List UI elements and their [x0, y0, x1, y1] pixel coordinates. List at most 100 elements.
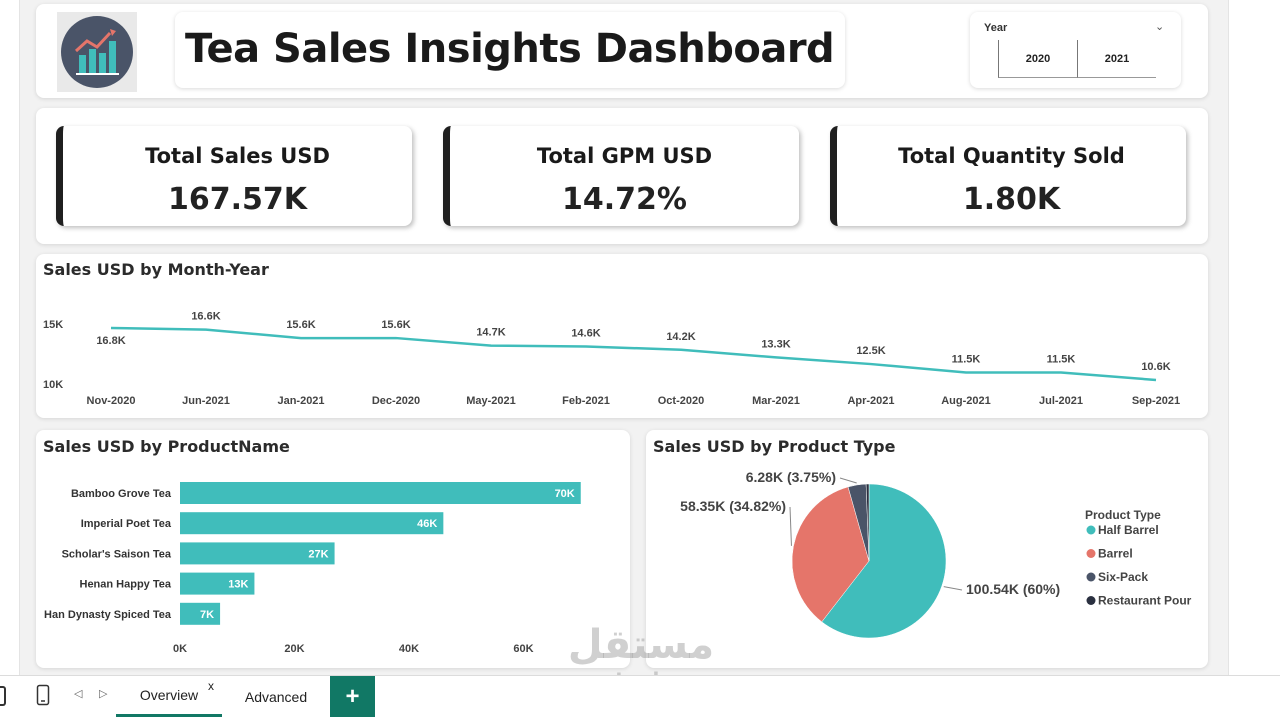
close-icon[interactable]: x	[208, 679, 214, 693]
pie-chart: 100.54K (60%) 58.35K (34.82%) 6.28K (3.75%…	[680, 469, 1192, 639]
pie-slice[interactable]	[821, 483, 947, 639]
data-label: 13.3K	[761, 338, 790, 350]
slicer-title: Year	[984, 22, 1008, 34]
kpi-card-total-gpm: Total GPM USD 14.72%	[443, 126, 799, 226]
pie-chart-title: Sales USD by Product Type	[653, 437, 896, 456]
category-label: Henan Happy Tea	[80, 579, 172, 591]
data-label: 7K	[200, 609, 214, 621]
x-tick-label: Oct-2020	[658, 395, 704, 407]
kpi-value: 14.72%	[562, 182, 687, 217]
bar[interactable]	[180, 482, 581, 504]
y-tick-label: 10K	[43, 379, 63, 391]
data-label: 16.8K	[96, 335, 125, 347]
line-series	[110, 326, 1157, 382]
data-label: 13K	[228, 579, 248, 591]
tab-label: Advanced	[244, 688, 308, 705]
desktop-view-icon[interactable]	[0, 686, 6, 706]
bar[interactable]	[180, 602, 221, 625]
x-tick-label: Nov-2020	[87, 395, 136, 407]
tab-label: Overview	[139, 687, 199, 703]
legend-item[interactable]: Half Barrel	[1098, 523, 1159, 537]
x-tick-label: Jan-2021	[277, 395, 324, 407]
data-label: 11.5K	[952, 353, 981, 365]
kpi-label: Total Sales USD	[145, 144, 330, 168]
x-tick-label: Feb-2021	[562, 395, 610, 407]
kpi-card-total-sales: Total Sales USD 167.57K	[56, 126, 412, 226]
bar-chart-growth-icon	[61, 16, 133, 88]
x-tick-label: Aug-2021	[941, 395, 991, 407]
data-label: 15.6K	[286, 319, 315, 331]
add-page-button[interactable]: +	[330, 676, 375, 717]
legend-item[interactable]: Six-Pack	[1098, 570, 1148, 584]
title-box: Tea Sales Insights Dashboard	[175, 12, 845, 88]
page-title: Tea Sales Insights Dashboard	[185, 26, 835, 72]
bar[interactable]	[180, 512, 444, 535]
y-tick-label: 15K	[43, 319, 63, 331]
right-pane	[1228, 0, 1280, 675]
category-label: Bamboo Grove Tea	[71, 488, 172, 500]
data-label: 14.6K	[571, 327, 600, 339]
kpi-card-total-quantity: Total Quantity Sold 1.80K	[830, 126, 1186, 226]
x-tick-label: Jul-2021	[1039, 395, 1083, 407]
chevron-left-icon[interactable]: ◁	[74, 688, 83, 700]
legend-marker	[1086, 596, 1096, 605]
legend-title: Product Type	[1085, 508, 1161, 522]
x-tick-label: 60K	[513, 643, 533, 655]
leader-line	[789, 506, 792, 546]
data-label: 6.28K (3.75%)	[746, 469, 836, 485]
kpi-value: 1.80K	[962, 182, 1061, 217]
category-label: Scholar's Saison Tea	[62, 548, 172, 560]
data-label: 46K	[417, 518, 437, 530]
category-label: Imperial Poet Tea	[81, 518, 172, 530]
pie-slice[interactable]	[865, 483, 870, 562]
chevron-right-icon[interactable]: ▷	[99, 688, 108, 700]
year-slicer[interactable]: Year ⌄ 2020 2021	[970, 12, 1181, 88]
data-label: 14.2K	[666, 331, 695, 343]
kpi-label: Total Quantity Sold	[898, 144, 1125, 168]
legend-item[interactable]: Barrel	[1098, 547, 1133, 561]
mobile-view-icon[interactable]	[36, 684, 50, 706]
logo	[57, 12, 137, 92]
tab-advanced[interactable]: Advanced	[222, 676, 330, 717]
line-chart-title: Sales USD by Month-Year	[43, 260, 269, 279]
line-chart-card[interactable]	[36, 254, 1208, 418]
x-tick-label: May-2021	[466, 395, 516, 407]
legend-marker	[1086, 525, 1096, 535]
x-tick-label: Apr-2021	[847, 395, 894, 407]
data-label: 11.5K	[1047, 353, 1076, 365]
x-tick-label: Dec-2020	[372, 395, 420, 407]
kpi-label: Total GPM USD	[536, 144, 713, 168]
x-tick-label: Sep-2021	[1132, 395, 1180, 407]
bar[interactable]	[180, 542, 335, 565]
x-tick-label: Jun-2021	[182, 395, 230, 407]
data-label: 58.35K (34.82%)	[680, 498, 786, 514]
slicer-option-2021[interactable]: 2021	[1077, 40, 1156, 78]
leader-line	[943, 586, 963, 591]
bar[interactable]	[180, 572, 255, 595]
leader-line	[839, 477, 857, 484]
data-label: 15.6K	[381, 319, 410, 331]
data-label: 10.6K	[1141, 361, 1170, 373]
page-tab-bar: ◁ ▷ Overview x Advanced +	[0, 675, 1280, 718]
x-tick-label: Mar-2021	[752, 395, 800, 407]
x-tick-label: 0K	[173, 643, 187, 655]
bar-chart: Bamboo Grove Tea 70K Imperial Poet Tea 46K S…	[44, 482, 581, 655]
category-label: Han Dynasty Spiced Tea	[44, 609, 172, 621]
data-label: 16.6K	[191, 311, 220, 323]
legend-marker	[1086, 549, 1096, 558]
data-label: 27K	[308, 548, 328, 560]
pie-slice[interactable]	[791, 486, 870, 623]
tab-overview[interactable]: Overview	[116, 676, 222, 717]
x-tick-label: 20K	[284, 643, 304, 655]
left-margin	[0, 0, 20, 675]
slicer-option-2020[interactable]: 2020	[998, 40, 1077, 78]
data-label: 12.5K	[856, 345, 885, 357]
chevron-down-icon[interactable]: ⌄	[1155, 21, 1165, 33]
legend-item[interactable]: Restaurant Pour	[1098, 594, 1192, 608]
kpi-value: 167.57K	[167, 182, 307, 217]
data-label: 14.7K	[476, 327, 505, 339]
data-label: 70K	[555, 488, 575, 500]
legend-marker	[1086, 572, 1096, 582]
bar-chart-title: Sales USD by ProductName	[43, 437, 290, 456]
x-tick-label: 40K	[399, 643, 419, 655]
